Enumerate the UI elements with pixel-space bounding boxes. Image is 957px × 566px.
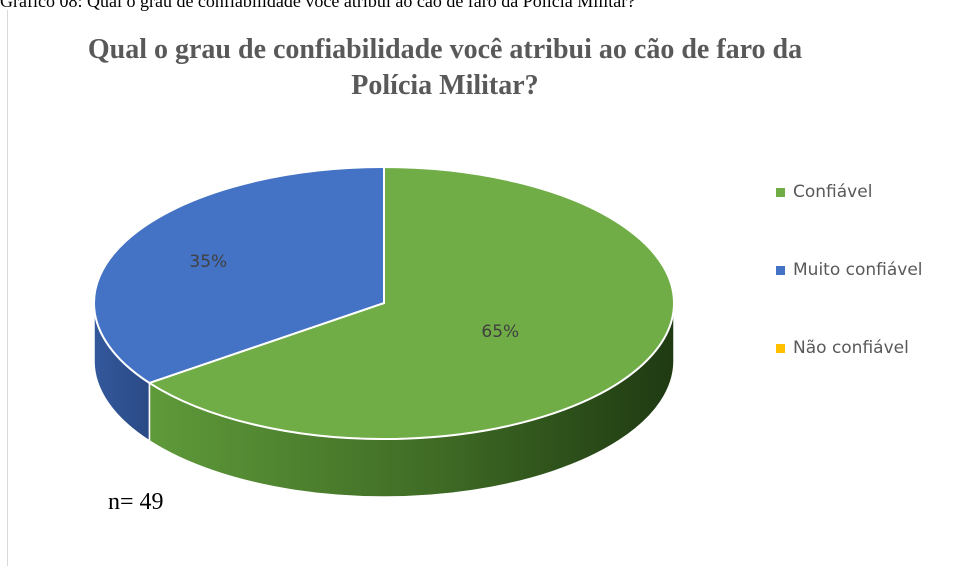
chart-title: Qual o grau de confiabilidade você atrib… xyxy=(87,34,803,101)
pie-slice-0 xyxy=(147,165,675,440)
pie-slice-1 xyxy=(93,165,385,385)
data-label-1: 35% xyxy=(189,252,227,272)
legend-item-0: Confiável xyxy=(776,180,872,204)
legend-swatch-0 xyxy=(776,187,785,197)
legend-label-0: Confiável xyxy=(793,182,873,202)
legend-item-1: Muito confiável xyxy=(776,258,923,282)
legend-swatch-2 xyxy=(776,343,785,353)
legend-swatch-1 xyxy=(776,265,785,275)
sample-size-note: n= 49 xyxy=(108,489,164,515)
chart-frame-border xyxy=(7,10,8,566)
data-label-0: 65% xyxy=(481,322,519,342)
legend-label-1: Muito confiável xyxy=(793,260,923,280)
legend-item-2: Não confiável xyxy=(776,336,909,360)
legend-label-2: Não confiável xyxy=(793,338,909,358)
figure-caption: Gráfico 08: Qual o grau de confiabilidad… xyxy=(0,0,636,11)
